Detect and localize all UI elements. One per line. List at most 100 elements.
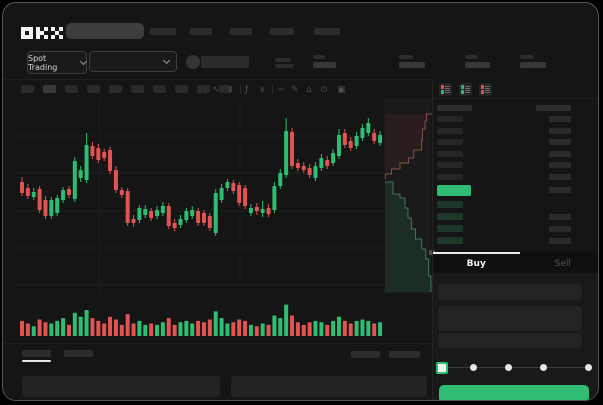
bid-price[interactable] bbox=[437, 200, 463, 208]
footer-tab-indicator bbox=[22, 360, 51, 362]
amount-slider-track[interactable] bbox=[441, 367, 589, 368]
slider-stop[interactable] bbox=[540, 364, 548, 371]
volume-bar bbox=[131, 323, 136, 336]
chart-style-icon[interactable]: ∿ bbox=[212, 85, 220, 95]
volume-bar bbox=[108, 316, 113, 336]
candle-body bbox=[137, 208, 142, 220]
buy-button[interactable] bbox=[439, 385, 589, 400]
ask-price[interactable] bbox=[437, 127, 463, 134]
candle-body bbox=[354, 136, 359, 146]
footer-tab[interactable] bbox=[64, 350, 93, 357]
volume-bar bbox=[172, 324, 177, 336]
chevron-down-icon[interactable]: ∨ bbox=[227, 85, 234, 95]
candle-body bbox=[108, 150, 113, 171]
candle-body bbox=[125, 191, 130, 223]
candle-body bbox=[96, 148, 101, 160]
timeframe-chip[interactable] bbox=[65, 85, 78, 93]
timeframe-chip[interactable] bbox=[197, 85, 210, 93]
tab-sell-label: Sell bbox=[554, 258, 571, 269]
bid-price[interactable] bbox=[437, 213, 463, 220]
nav-item[interactable] bbox=[314, 28, 340, 35]
timeframe-chip[interactable] bbox=[87, 85, 100, 93]
timeframe-chip[interactable] bbox=[109, 85, 122, 93]
book-bids-icon[interactable] bbox=[459, 83, 472, 96]
volume-bar bbox=[78, 316, 83, 336]
candle-body bbox=[160, 206, 165, 213]
fullscreen-icon[interactable]: ▣ bbox=[337, 85, 346, 95]
candle-body bbox=[231, 183, 236, 191]
volume-bar bbox=[72, 312, 77, 336]
timeframe-chip[interactable] bbox=[175, 85, 188, 93]
footer-action-placeholder[interactable] bbox=[351, 351, 380, 358]
market-type-selector[interactable]: Spot Trading bbox=[27, 51, 88, 74]
bid-price[interactable] bbox=[437, 225, 463, 232]
price-field[interactable] bbox=[438, 284, 582, 300]
ask-price[interactable] bbox=[437, 116, 463, 122]
candle-body bbox=[20, 182, 24, 193]
pair-selector[interactable] bbox=[89, 51, 177, 72]
volume-bar bbox=[43, 322, 48, 336]
nav-item[interactable] bbox=[150, 28, 176, 35]
footer-action-placeholder[interactable] bbox=[389, 351, 420, 358]
depth-chart[interactable] bbox=[384, 98, 432, 294]
tab-sell[interactable]: Sell bbox=[520, 252, 599, 273]
amount-field[interactable] bbox=[438, 306, 582, 331]
nav-item[interactable] bbox=[230, 28, 252, 35]
timeframe-chip[interactable] bbox=[153, 85, 166, 93]
volume-bar bbox=[113, 319, 118, 336]
candle-body bbox=[149, 211, 154, 218]
volume-bar bbox=[295, 322, 300, 336]
book-asks-icon[interactable] bbox=[479, 83, 492, 96]
tab-buy[interactable]: Buy bbox=[433, 252, 520, 273]
indicators-icon[interactable]: ƒ bbox=[245, 85, 249, 95]
volume-bar bbox=[184, 320, 189, 336]
bid-price[interactable] bbox=[437, 236, 463, 244]
camera-icon[interactable]: ⌂ bbox=[306, 85, 312, 95]
ask-price[interactable] bbox=[437, 139, 463, 145]
okx-logo[interactable] bbox=[21, 24, 63, 43]
chevron-down-icon[interactable]: ∨ bbox=[259, 85, 266, 95]
volume-bar bbox=[55, 320, 60, 336]
settings-icon[interactable]: ⊙ bbox=[320, 85, 328, 95]
slider-stop[interactable] bbox=[469, 364, 477, 371]
ask-price[interactable] bbox=[437, 162, 463, 168]
candle-body bbox=[336, 135, 341, 156]
slider-stop[interactable] bbox=[584, 364, 592, 371]
volume-bar bbox=[354, 320, 359, 336]
asks-depth-line bbox=[384, 113, 432, 179]
ob-icon-row bbox=[461, 89, 470, 92]
volume-bar bbox=[84, 310, 89, 336]
ask-price[interactable] bbox=[437, 173, 463, 180]
footer-tab-active[interactable] bbox=[22, 350, 51, 357]
stat-label bbox=[313, 55, 325, 59]
candlestick-chart[interactable] bbox=[17, 98, 383, 294]
timeframe-chip[interactable] bbox=[131, 85, 144, 93]
total-field[interactable] bbox=[438, 333, 582, 348]
slider-handle[interactable] bbox=[436, 362, 448, 374]
stat-value bbox=[313, 61, 336, 68]
nav-item[interactable] bbox=[270, 28, 294, 35]
bid-amount bbox=[549, 226, 571, 232]
line-tool-icon[interactable]: ~ bbox=[277, 85, 285, 95]
timeframe-chip[interactable] bbox=[43, 85, 56, 93]
volume-bar bbox=[155, 324, 160, 336]
ob-icon-row bbox=[441, 87, 450, 90]
volume-bar bbox=[366, 320, 371, 336]
timeframe-chip[interactable] bbox=[21, 85, 34, 93]
candle-body bbox=[290, 132, 295, 166]
candle-body bbox=[155, 210, 160, 216]
search-input[interactable] bbox=[66, 23, 144, 39]
candle-body bbox=[49, 200, 54, 216]
volume-bar bbox=[290, 315, 295, 336]
nav-item[interactable] bbox=[190, 28, 212, 35]
draw-icon[interactable]: ✎ bbox=[291, 85, 299, 95]
candle-body bbox=[284, 131, 289, 175]
candle-body bbox=[225, 182, 230, 188]
candle-body bbox=[266, 208, 271, 214]
book-combined-icon[interactable] bbox=[439, 83, 452, 96]
asks-depth-area bbox=[385, 114, 432, 179]
volume-bar bbox=[284, 304, 289, 336]
ask-price[interactable] bbox=[437, 150, 463, 157]
timeframe-chip[interactable] bbox=[219, 85, 232, 93]
slider-stop[interactable] bbox=[505, 364, 513, 371]
